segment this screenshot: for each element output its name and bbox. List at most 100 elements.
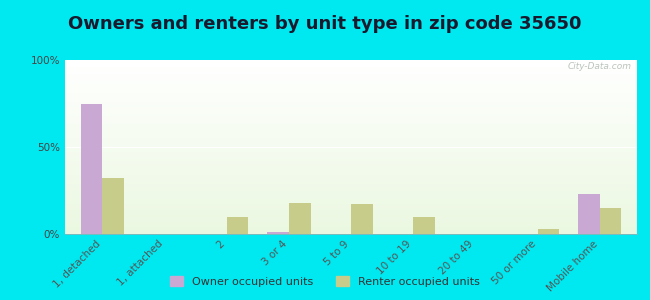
Bar <box>65 119 637 121</box>
Bar <box>65 128 637 130</box>
Bar <box>538 229 559 234</box>
Bar <box>65 126 637 128</box>
Bar <box>65 213 637 215</box>
Bar <box>65 182 637 184</box>
Bar <box>65 102 637 103</box>
Bar <box>65 142 637 143</box>
Bar <box>65 180 637 182</box>
Bar <box>65 133 637 135</box>
Bar <box>65 177 637 178</box>
Bar <box>65 136 637 138</box>
Bar <box>65 100 637 102</box>
Bar <box>65 117 637 119</box>
Bar <box>65 159 637 161</box>
Bar <box>65 88 637 90</box>
Bar <box>65 95 637 97</box>
Bar <box>65 163 637 164</box>
Bar <box>65 225 637 227</box>
Bar <box>65 82 637 84</box>
Bar <box>65 217 637 218</box>
Legend: Owner occupied units, Renter occupied units: Owner occupied units, Renter occupied un… <box>166 272 484 291</box>
Bar <box>65 194 637 196</box>
Bar <box>65 69 637 70</box>
Bar <box>65 173 637 175</box>
Bar <box>227 217 248 234</box>
Bar <box>289 203 311 234</box>
Bar <box>65 135 637 137</box>
Bar <box>65 208 637 210</box>
Bar <box>267 232 289 234</box>
Bar <box>65 152 637 154</box>
Bar <box>65 131 637 133</box>
Bar <box>65 79 637 81</box>
Bar <box>600 208 621 234</box>
Bar <box>65 103 637 105</box>
Bar <box>65 84 637 86</box>
Bar <box>65 201 637 203</box>
Bar <box>65 166 637 168</box>
Bar <box>65 154 637 156</box>
Bar <box>65 90 637 91</box>
Bar <box>65 192 637 194</box>
Bar <box>65 212 637 213</box>
Bar <box>65 86 637 88</box>
Bar <box>65 64 637 65</box>
Bar <box>65 97 637 98</box>
Bar <box>65 147 637 149</box>
Bar <box>65 164 637 166</box>
Bar <box>65 149 637 151</box>
Bar <box>65 222 637 224</box>
Text: Owners and renters by unit type in zip code 35650: Owners and renters by unit type in zip c… <box>68 15 582 33</box>
Bar <box>65 110 637 112</box>
Bar <box>65 215 637 217</box>
Bar <box>65 130 637 131</box>
Bar <box>65 210 637 212</box>
Bar <box>65 145 637 147</box>
Bar <box>65 98 637 100</box>
Bar <box>65 175 637 177</box>
Bar <box>65 76 637 77</box>
Bar <box>65 168 637 170</box>
Bar <box>65 196 637 197</box>
Bar <box>65 184 637 185</box>
Bar <box>65 185 637 187</box>
Bar <box>65 60 637 62</box>
Bar <box>65 93 637 95</box>
Bar <box>65 124 637 126</box>
Bar <box>65 62 637 64</box>
Bar <box>65 116 637 117</box>
Bar <box>65 105 637 107</box>
Bar <box>65 230 637 232</box>
Bar <box>65 67 637 69</box>
Bar <box>65 114 637 116</box>
Bar <box>413 217 435 234</box>
Bar <box>65 121 637 123</box>
Bar <box>65 138 637 140</box>
Bar <box>65 161 637 163</box>
Bar <box>65 70 637 72</box>
Bar <box>65 187 637 189</box>
Bar <box>65 151 637 152</box>
Bar <box>65 199 637 201</box>
Bar <box>65 91 637 93</box>
Bar <box>65 224 637 225</box>
Bar <box>65 74 637 76</box>
Bar <box>351 204 372 234</box>
Bar <box>65 140 637 142</box>
Bar <box>65 171 637 173</box>
Bar <box>65 112 637 114</box>
Bar <box>65 197 637 199</box>
Bar <box>65 227 637 229</box>
Bar <box>65 178 637 180</box>
Bar <box>65 220 637 222</box>
Bar <box>65 81 637 82</box>
Bar <box>65 77 637 79</box>
Bar <box>578 194 600 234</box>
Bar <box>65 156 637 158</box>
Bar <box>65 109 637 110</box>
Bar <box>65 218 637 220</box>
Bar <box>102 178 124 234</box>
Bar <box>65 189 637 190</box>
Bar <box>65 232 637 234</box>
Bar <box>65 229 637 230</box>
